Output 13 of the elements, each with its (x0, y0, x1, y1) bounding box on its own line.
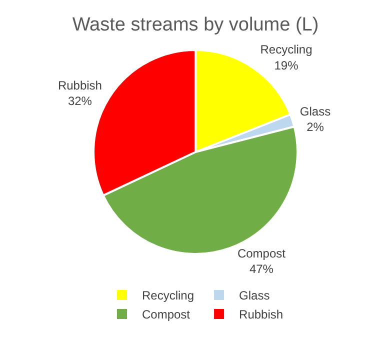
chart-title: Waste streams by volume (L) (72, 14, 319, 36)
slice-label: Compost (237, 246, 286, 260)
slice-label: Glass (300, 104, 331, 118)
slice-label: Recycling (260, 42, 312, 57)
data-label: 2% (306, 120, 324, 134)
legend-label: Rubbish (239, 308, 284, 322)
legend-label: Compost (142, 308, 191, 322)
legend-label: Glass (239, 288, 270, 303)
slice-label: Rubbish (58, 78, 102, 92)
data-label: 19% (274, 58, 299, 72)
legend-label: Recycling (142, 288, 194, 303)
data-label: 47% (249, 262, 274, 276)
data-label: 32% (68, 94, 92, 108)
